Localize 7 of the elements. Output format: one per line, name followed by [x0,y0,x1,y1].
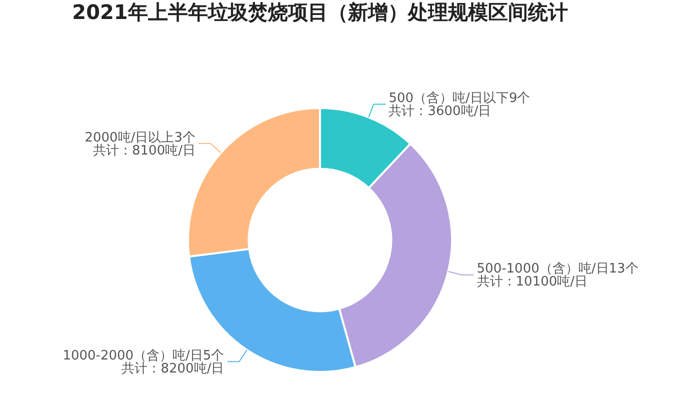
chart-title: 2021年上半年垃圾焚烧项目（新增）处理规模区间统计 [72,0,568,24]
data-label: 共计：10100吨/日 [476,274,588,290]
data-label: 共计：8200吨/日 [122,361,224,376]
data-label: 共计：8100吨/日 [93,143,196,158]
data-label: 共计：3600吨/日 [388,104,492,120]
slice-label: 2000吨/日以上3个 [84,130,196,146]
slice-label: 1000-2000（含）吨/日5个 [62,348,224,364]
